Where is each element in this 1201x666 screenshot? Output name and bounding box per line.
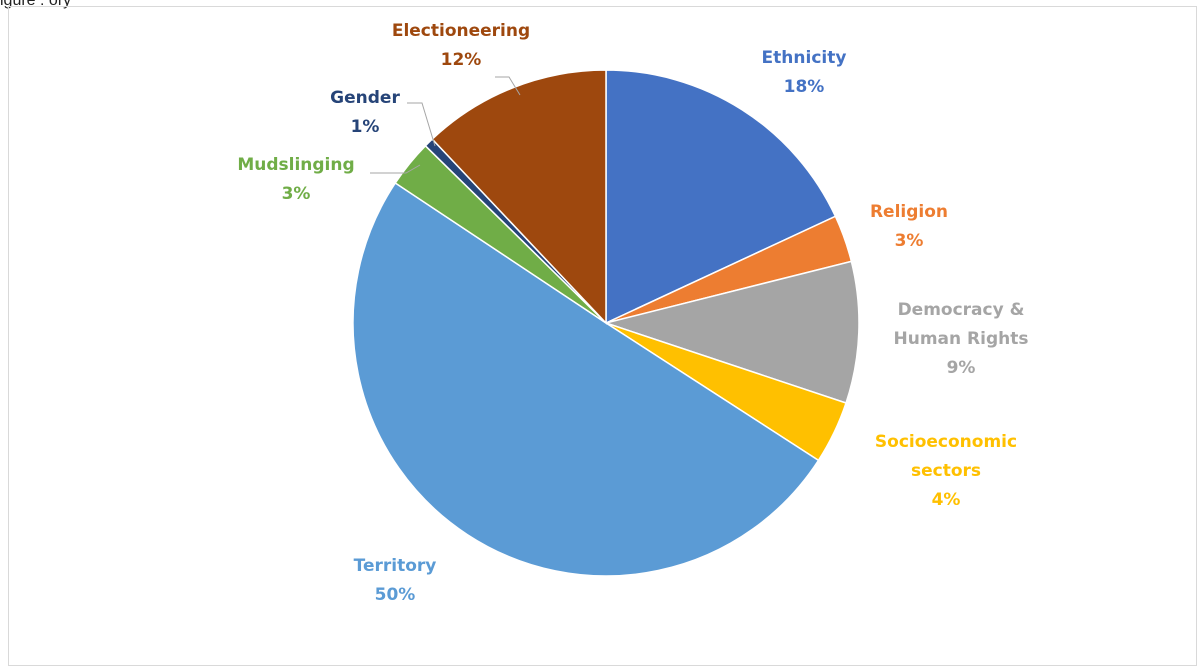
leader-lines [370, 76, 521, 174]
pie-slice-ethnicity [605, 69, 837, 325]
slice-label-territory-name: Territory [354, 556, 437, 576]
slice-label-electioneering-pct: 12% [441, 50, 482, 70]
slice-label-religion-pct: 3% [895, 231, 924, 251]
pie-slices [352, 69, 860, 577]
slice-label-socioeconomic-sectors-name: Socioeconomic [875, 432, 1017, 452]
chart-frame: Ethnicity 18% Religion 3% Democracy & Human R… [8, 6, 1197, 666]
pie-slice-electioneering [431, 69, 607, 325]
slice-labels: Ethnicity 18% Religion 3% Democracy & Human R… [237, 21, 1028, 605]
leader-line-electioneering [495, 76, 521, 96]
pie-slice-territory [352, 181, 820, 577]
slice-label-gender-name: Gender [330, 88, 400, 108]
slice-label-socioeconomic-sectors-pct: 4% [932, 490, 961, 510]
slice-label-gender-pct: 1% [351, 117, 380, 137]
slice-label-ethnicity-pct: 18% [784, 77, 825, 97]
leader-line-gender [407, 102, 436, 147]
pie-slice-democracy-human-rights [603, 260, 860, 404]
slice-label-electioneering-name: Electioneering [392, 21, 530, 41]
slice-label-religion-name: Religion [870, 202, 948, 222]
slice-label-socioeconomic-sectors-name: sectors [911, 461, 981, 481]
slice-label-democracy-human-rights-name: Human Rights [894, 329, 1029, 349]
leader-line-mudslinging [370, 164, 421, 174]
slice-label-ethnicity-name: Ethnicity [762, 48, 847, 68]
slice-label-mudslinging-name: Mudslinging [237, 155, 354, 175]
slice-label-democracy-human-rights-pct: 9% [947, 358, 976, 378]
figure-caption: igure : ory [0, 0, 72, 9]
slice-label-mudslinging-pct: 3% [282, 184, 311, 204]
slice-label-territory-pct: 50% [375, 585, 416, 605]
pie-chart: Ethnicity 18% Religion 3% Democracy & Human R… [237, 21, 1028, 605]
slice-label-democracy-human-rights-name: Democracy & [898, 300, 1025, 320]
